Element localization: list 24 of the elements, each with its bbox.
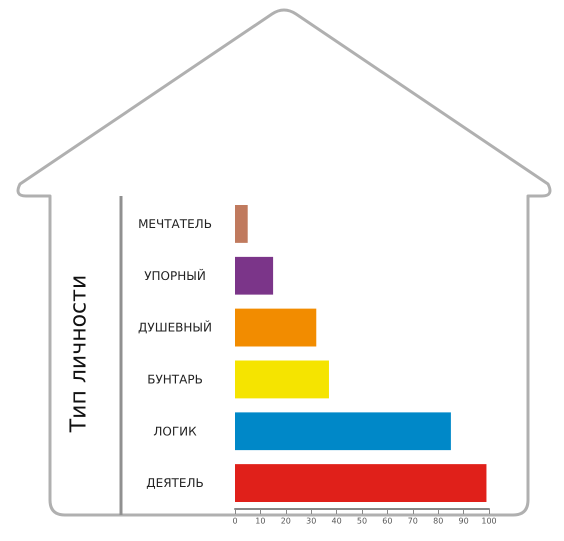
y-tick-label: ДЕЯТЕЛЬ [146, 476, 204, 490]
bar [235, 256, 274, 295]
y-tick-label: ДУШЕВНЫЙ [138, 320, 212, 335]
y-tick-label: МЕЧТАТЕЛЬ [138, 216, 212, 231]
x-tick-label: 100 [481, 516, 497, 526]
x-tick-label: 80 [433, 516, 444, 526]
y-tick-label: ЛОГИК [153, 424, 198, 438]
bar [235, 205, 248, 243]
y-tick-label: БУНТАРЬ [147, 372, 203, 386]
x-tick-label: 0 [232, 516, 238, 526]
x-tick-label: 10 [255, 516, 266, 526]
bar [235, 308, 316, 347]
bar [235, 360, 329, 398]
x-tick-label: 30 [306, 516, 316, 526]
x-tick-label: 60 [382, 516, 392, 526]
x-tick-label: 20 [280, 516, 291, 526]
y-axis-title: Тип личности [66, 274, 92, 434]
bar [235, 464, 486, 502]
x-tick-label: 70 [408, 516, 418, 526]
x-tick-label: 40 [332, 516, 342, 526]
x-tick-label: 90 [458, 516, 469, 526]
y-tick-label: УПОРНЫЙ [144, 268, 206, 283]
bar [235, 412, 451, 450]
x-tick-label: 50 [356, 516, 368, 526]
